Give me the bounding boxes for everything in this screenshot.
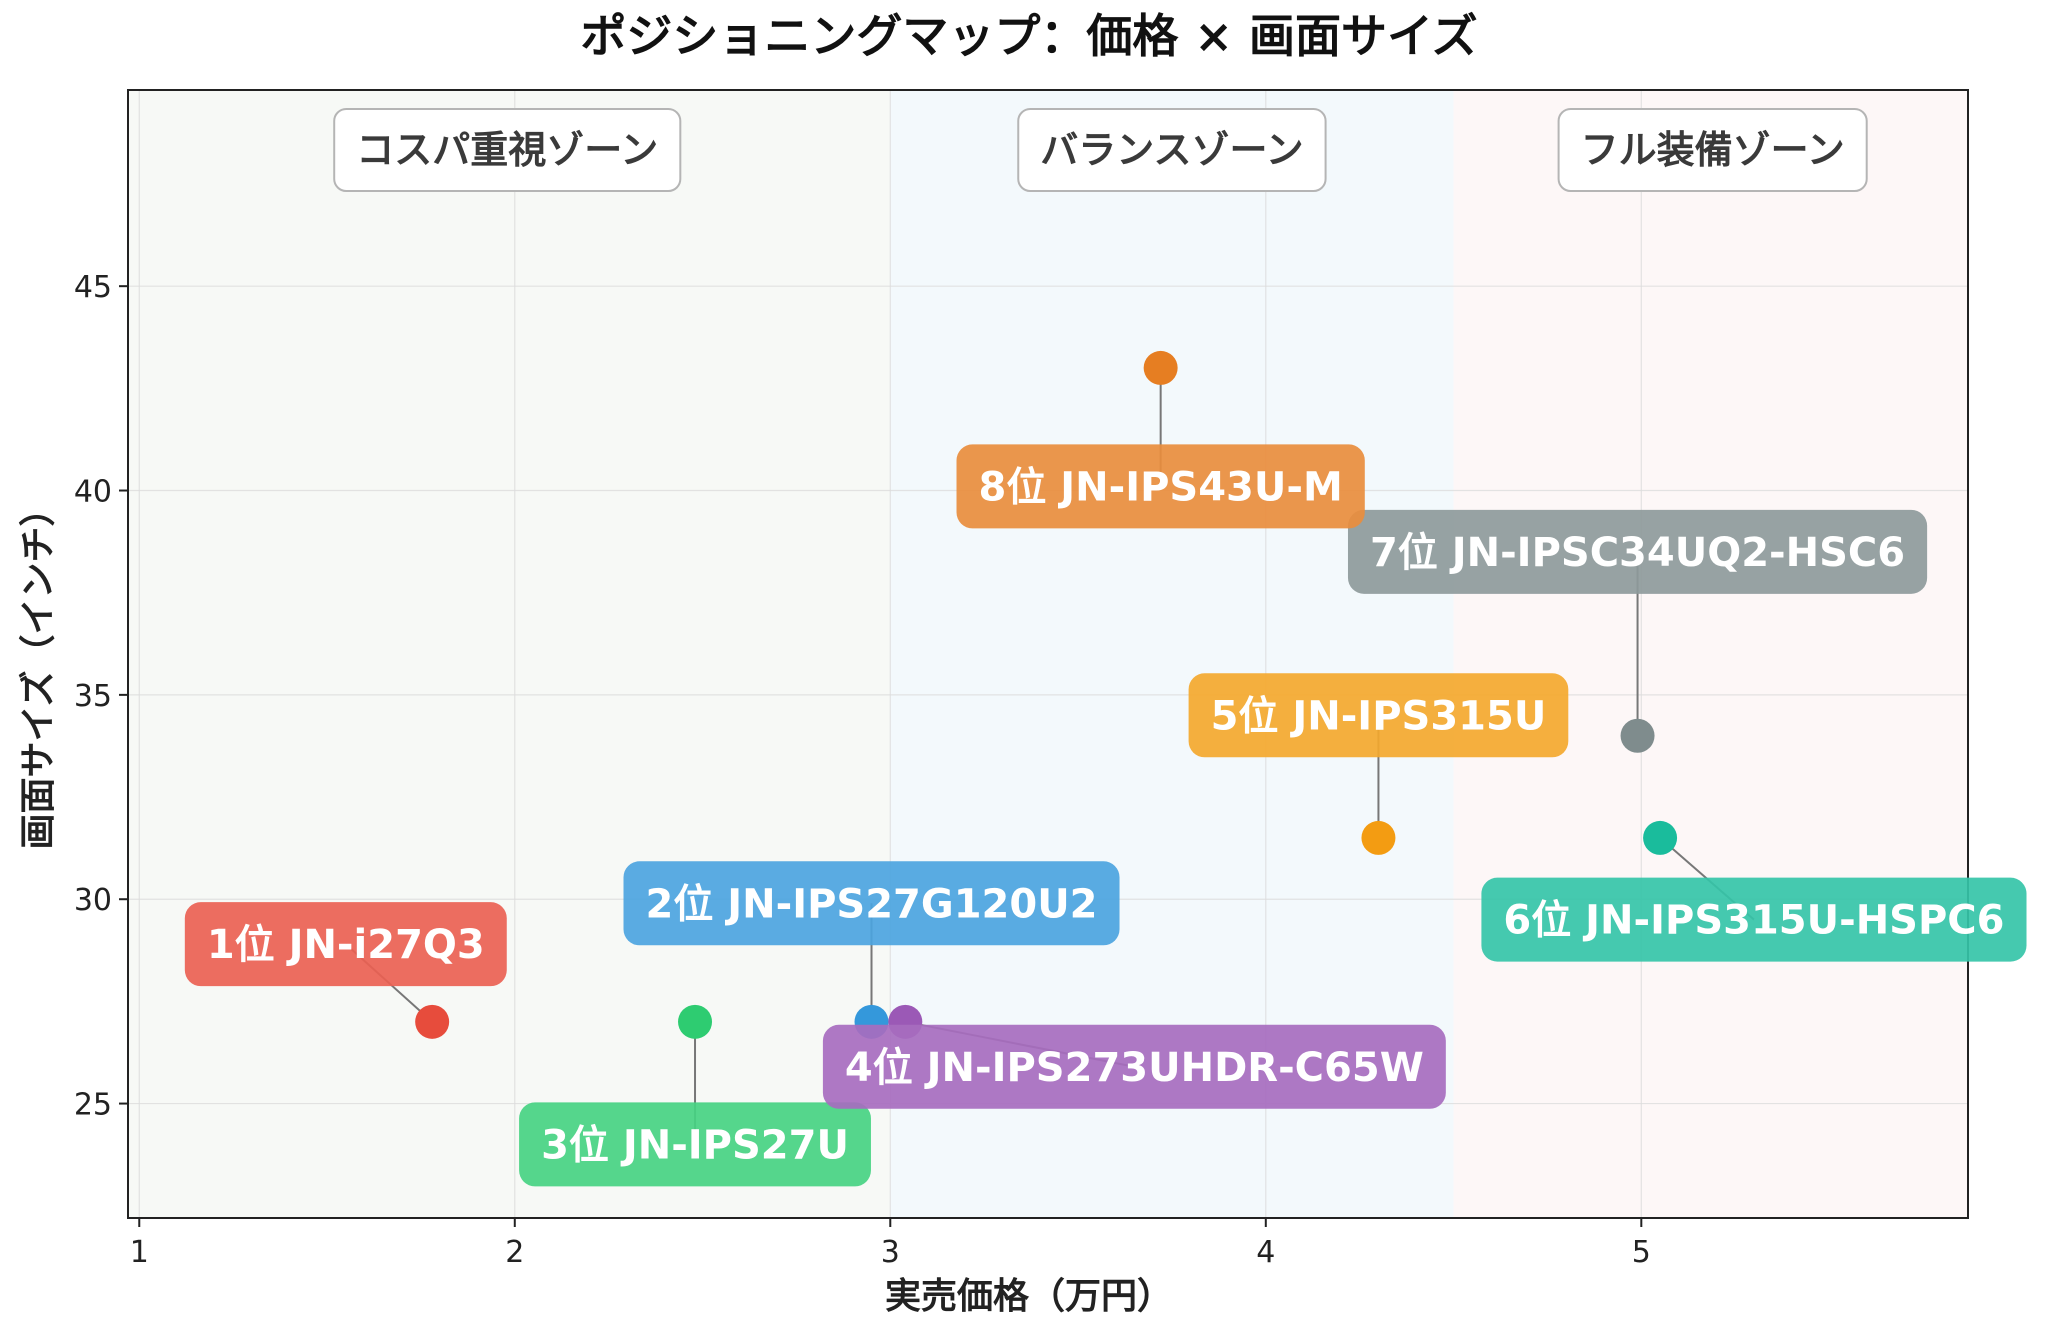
point-label-box-4 <box>1188 673 1569 758</box>
point-label-6: 7位 JN-IPSC34UQ2-HSC6 <box>1370 530 1905 576</box>
point-label-4: 5位 JN-IPS315U <box>1211 693 1547 739</box>
y-tick-label-30: 30 <box>74 883 112 918</box>
zones-layer <box>128 90 1968 1218</box>
plot-frame <box>127 89 1969 1219</box>
zone-band-2 <box>1453 90 1968 1218</box>
zone-label-2: フル装備ゾーン <box>1581 128 1845 172</box>
zone-label-0: コスパ重視ゾーン <box>356 128 658 172</box>
point-label-2: 3位 JN-IPS27U <box>541 1122 849 1168</box>
x-tick-label-5: 5 <box>1632 1235 1651 1270</box>
zone-label-1: バランスゾーン <box>1040 128 1303 172</box>
zone-labels-layer: コスパ重視ゾーン バランスゾーン フル装備ゾーン <box>333 108 1868 192</box>
y-tick-label-45: 45 <box>74 270 112 305</box>
data-point-0 <box>415 1004 450 1039</box>
data-point-2 <box>678 1004 713 1039</box>
data-point-5 <box>1643 820 1678 855</box>
point-label-7: 8位 JN-IPS43U-M <box>979 464 1343 510</box>
zone-label-box-1 <box>1017 108 1327 192</box>
zone-label-box-2 <box>1557 108 1868 192</box>
x-tick-label-1: 1 <box>130 1235 149 1270</box>
point-label-box-7 <box>956 444 1365 529</box>
point-label-5: 6位 JN-IPS315U-HSPC6 <box>1503 898 2004 944</box>
point-label-0: 1位 JN-i27Q3 <box>207 922 485 968</box>
labels-layer: 1位 JN-i27Q3 2位 JN-IPS27G120U2 3位 JN-IPS27U… <box>184 444 2027 1187</box>
point-label-box-6 <box>1347 509 1928 594</box>
point-label-box-5 <box>1481 877 2027 962</box>
zone-band-0 <box>128 90 891 1218</box>
point-label-box-1 <box>623 861 1120 946</box>
point-label-box-3 <box>822 1024 1446 1109</box>
point-label-3: 4位 JN-IPS273UHDR-C65W <box>845 1045 1424 1091</box>
data-point-4 <box>1361 820 1396 855</box>
zone-label-box-0 <box>333 108 682 192</box>
point-label-box-2 <box>519 1102 871 1187</box>
x-axis-label: 実売価格（万円） <box>885 1276 1173 1317</box>
y-tick-label-40: 40 <box>74 475 112 510</box>
data-point-7 <box>1143 350 1178 385</box>
point-label-1: 2位 JN-IPS27G120U2 <box>645 881 1097 927</box>
data-point-6 <box>1620 718 1655 753</box>
y-tick-label-25: 25 <box>74 1088 112 1123</box>
chart-title: ポジショニングマップ：価格 × 画面サイズ <box>580 9 1477 63</box>
y-axis-label: 画面サイズ（インチ） <box>17 491 59 850</box>
x-tick-label-2: 2 <box>505 1235 524 1270</box>
point-label-box-0 <box>184 902 507 987</box>
x-tick-label-3: 3 <box>881 1235 900 1270</box>
y-tick-label-35: 35 <box>74 679 112 714</box>
x-tick-label-4: 4 <box>1256 1235 1275 1270</box>
